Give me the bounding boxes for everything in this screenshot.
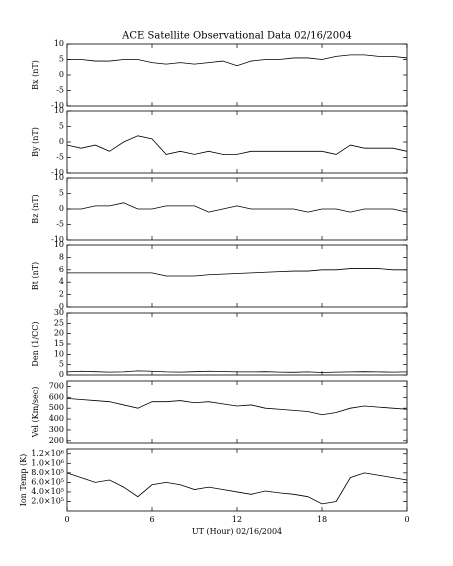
y-tick-label: 20 xyxy=(54,329,64,338)
x-tick-label: 0 xyxy=(64,515,69,524)
y-tick-label: 10 xyxy=(54,349,64,358)
y-tick-label: 10 xyxy=(54,173,64,182)
y-tick-label: 2.0×10⁵ xyxy=(31,496,64,505)
panel-frame xyxy=(66,244,408,308)
data-line xyxy=(66,472,408,505)
data-line xyxy=(66,135,408,155)
y-tick-label: 4.0×10⁵ xyxy=(31,487,64,496)
y-tick-label: 600 xyxy=(49,392,64,401)
panel-frame xyxy=(66,448,408,512)
y-tick-label: 1.0×10⁶ xyxy=(31,458,64,467)
x-tick-label: 0 xyxy=(404,515,409,524)
x-axis-label: UT (Hour) 02/16/2004 xyxy=(192,527,282,536)
data-line xyxy=(67,54,408,67)
y-tick-label: 10 xyxy=(54,240,64,249)
x-tick-label: 6 xyxy=(149,515,154,524)
y-tick-label: 400 xyxy=(49,414,64,423)
y-axis-label: Ion Temp (K) xyxy=(19,454,28,507)
y-tick-label: 200 xyxy=(49,436,64,445)
y-tick-label: 0 xyxy=(59,137,64,146)
y-tick-label: -5 xyxy=(56,86,64,95)
y-tick-label: 5 xyxy=(59,55,64,64)
y-tick-label: 0 xyxy=(59,204,64,213)
y-tick-label: 0 xyxy=(59,302,64,311)
chart-title: ACE Satellite Observational Data 02/16/2… xyxy=(121,31,352,42)
y-tick-label: -5 xyxy=(56,220,64,229)
y-axis-label: Bz (nT) xyxy=(31,194,40,223)
data-line xyxy=(67,202,408,213)
panel-frame xyxy=(66,380,408,444)
y-tick-label: -5 xyxy=(56,153,64,162)
data-line xyxy=(66,370,408,373)
y-tick-label: 30 xyxy=(54,308,64,317)
y-axis-label: Den (1/CC) xyxy=(31,321,40,366)
y-axis-label: Bt (nT) xyxy=(31,262,40,290)
x-tick-label: 18 xyxy=(317,515,327,524)
x-tick-label: 12 xyxy=(232,515,242,524)
y-tick-label: 8.0×10⁵ xyxy=(31,468,64,477)
y-tick-label: 6.0×10⁵ xyxy=(31,477,64,486)
y-tick-label: 25 xyxy=(54,318,64,327)
y-tick-label: 2 xyxy=(59,290,64,299)
panel-frame xyxy=(66,177,408,241)
y-axis-label: By (nT) xyxy=(31,127,40,157)
y-tick-label: 1.2×10⁶ xyxy=(31,449,64,458)
y-tick-label: 4 xyxy=(59,277,64,286)
y-tick-label: -10 xyxy=(51,101,64,110)
panel-frame xyxy=(66,43,408,107)
panel-frame xyxy=(66,312,408,376)
y-tick-label: 500 xyxy=(49,403,64,412)
y-tick-label: 15 xyxy=(54,339,64,348)
y-tick-label: 700 xyxy=(49,381,64,390)
y-tick-label: 8 xyxy=(59,252,64,261)
y-tick-label: 300 xyxy=(49,425,64,434)
y-axis-label: Bx (nT) xyxy=(31,60,40,90)
y-tick-label: 0 xyxy=(59,70,64,79)
y-axis-label: Vel (Km/sec) xyxy=(31,387,40,439)
y-tick-label: 5 xyxy=(59,189,64,198)
data-line xyxy=(66,398,408,416)
data-line xyxy=(67,268,407,277)
y-tick-label: 0 xyxy=(59,370,64,379)
panel-frame xyxy=(66,110,408,174)
y-tick-label: -10 xyxy=(51,168,64,177)
y-tick-label: 10 xyxy=(54,106,64,115)
y-tick-label: 5 xyxy=(59,360,64,369)
y-tick-label: -10 xyxy=(51,235,64,244)
y-tick-label: 10 xyxy=(54,39,64,48)
y-tick-label: 6 xyxy=(59,265,64,274)
y-tick-label: 5 xyxy=(59,122,64,131)
